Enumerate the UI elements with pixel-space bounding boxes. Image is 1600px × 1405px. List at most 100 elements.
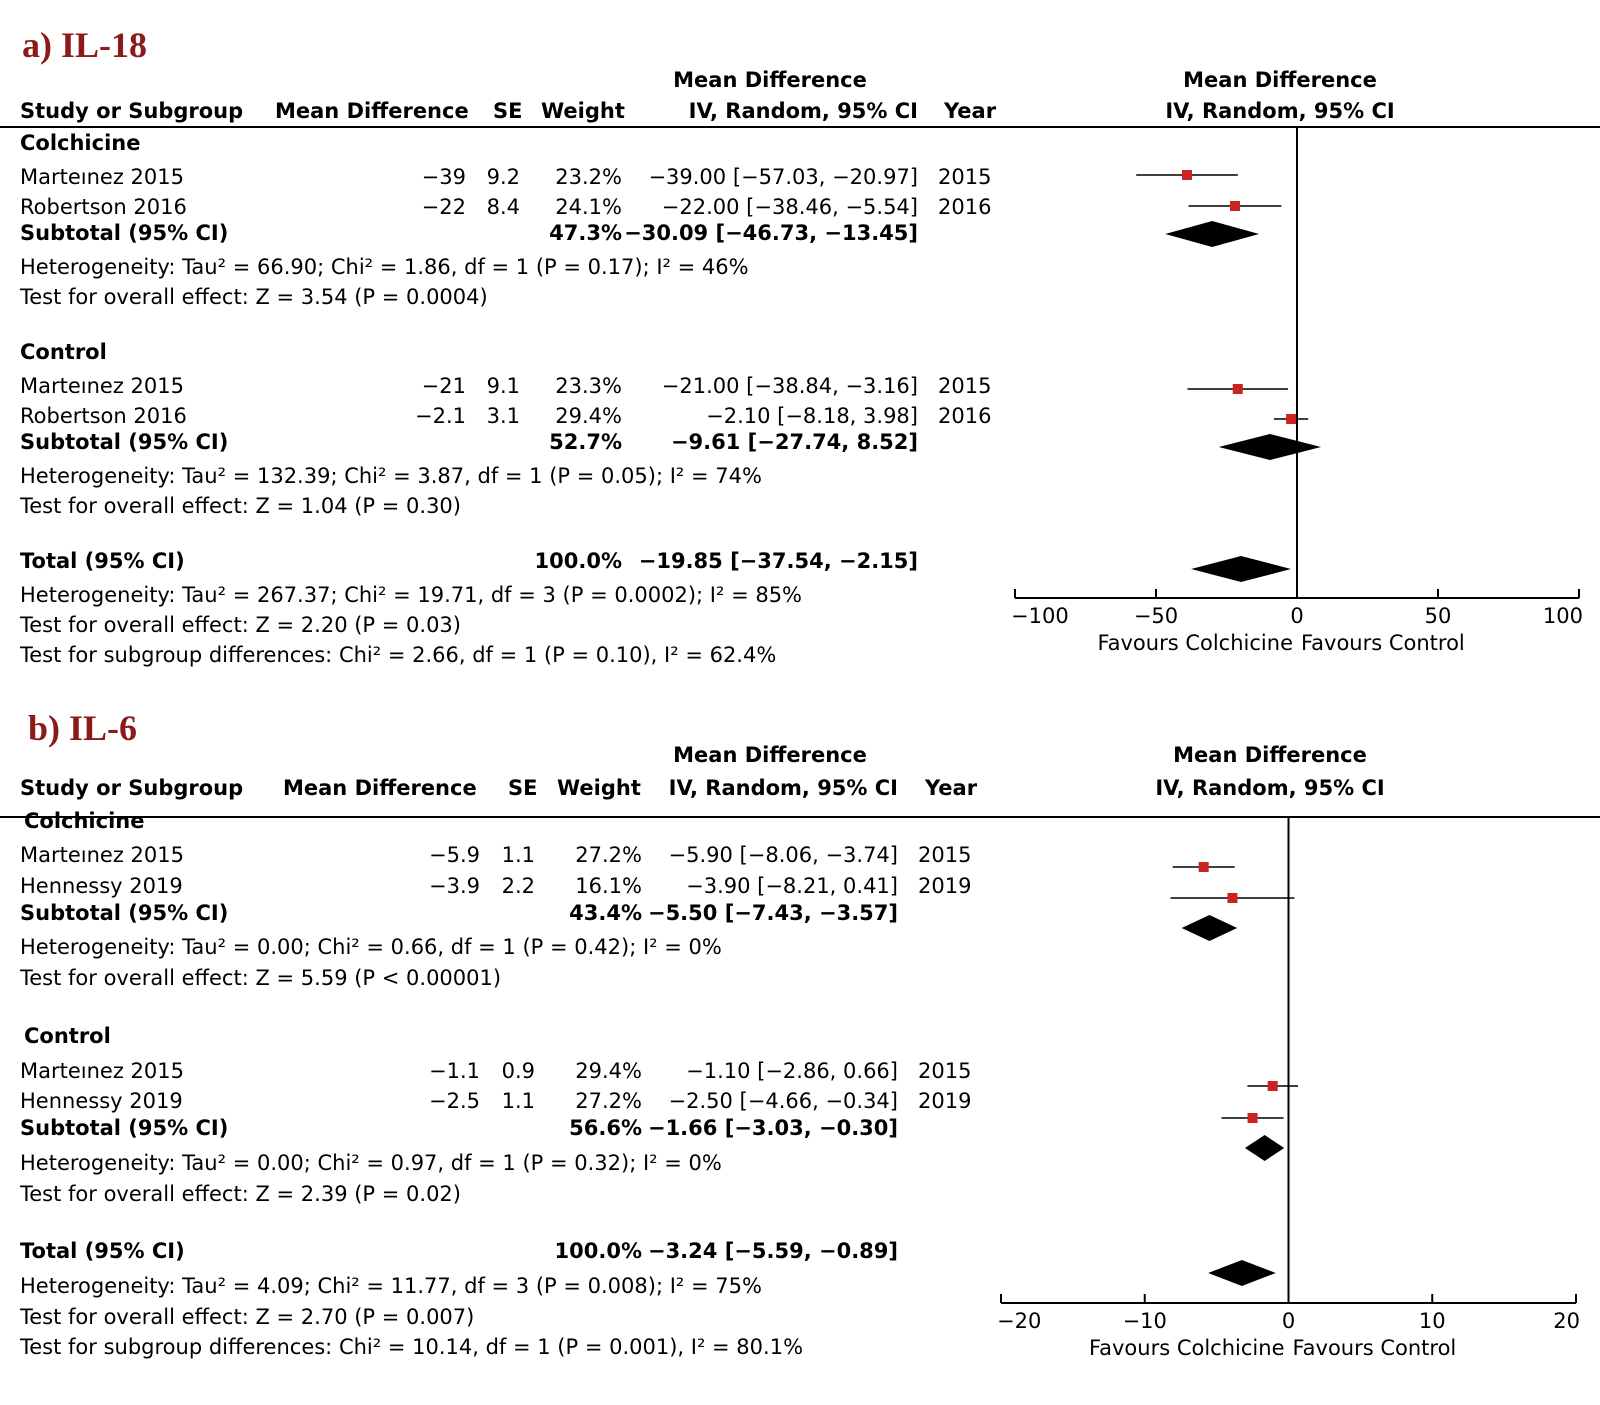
col-ci-header-top: Mean Difference	[673, 68, 867, 92]
point-estimate-marker	[1247, 1113, 1258, 1123]
subtotal-label: Subtotal (95% CI)	[20, 901, 229, 925]
study-ci: −21.00 [−38.84, −3.16]	[661, 374, 918, 398]
plot-header-top: Mean Difference	[1183, 68, 1377, 92]
col-se-header: SE	[493, 99, 523, 123]
col-md-header: Mean Difference	[275, 99, 469, 123]
study-ci: −39.00 [−57.03, −20.97]	[648, 165, 918, 189]
study-ci: −1.10 [−2.86, 0.66]	[686, 1059, 898, 1083]
x-tick-label: −50	[1134, 604, 1178, 628]
total-ci: −3.24 [−5.59, −0.89]	[647, 1239, 898, 1263]
study-name: Robertson 2016	[20, 195, 187, 219]
study-weight: 23.2%	[555, 165, 622, 189]
study-name: Marteınez 2015	[20, 1059, 184, 1083]
study-name: Robertson 2016	[20, 404, 187, 428]
study-se: 8.4	[486, 195, 520, 219]
total-label: Total (95% CI)	[20, 1239, 185, 1263]
study-se: 3.1	[486, 404, 520, 428]
total-diamond	[1191, 556, 1291, 582]
study-md: −5.9	[429, 843, 480, 867]
study-weight: 29.4%	[575, 1059, 642, 1083]
col-year-header: Year	[925, 776, 978, 800]
subtotal-diamond	[1218, 434, 1322, 460]
col-ci-header-bottom: IV, Random, 95% CI	[688, 99, 918, 123]
study-se: 0.9	[501, 1059, 535, 1083]
col-md-header: Mean Difference	[283, 776, 477, 800]
forest-plot: −100 −50 0 50 100 Favours Colchicine Favours C…	[1011, 127, 1583, 655]
study-weight: 27.2%	[575, 1089, 642, 1113]
point-estimate-marker	[1227, 893, 1238, 903]
total-overall-effect-text: Test for overall effect: Z = 2.70 (P = 0…	[20, 1305, 475, 1329]
subtotal-weight: 52.7%	[549, 430, 622, 454]
subtotal-ci: −9.61 [−27.74, 8.52]	[670, 430, 918, 454]
subtotal-ci: −1.66 [−3.03, −0.30]	[647, 1116, 898, 1140]
forest-panel-il18: a) IL-18 Mean Difference Mean Difference…	[0, 0, 1600, 690]
header-rule	[0, 816, 1600, 818]
study-weight: 16.1%	[575, 874, 642, 898]
heterogeneity-text: Heterogeneity: Tau² = 0.00; Chi² = 0.66,…	[20, 935, 722, 959]
x-tick-label: 50	[1425, 604, 1452, 628]
plot-header-bottom: IV, Random, 95% CI	[1155, 776, 1385, 800]
study-ci: −22.00 [−38.46, −5.54]	[661, 195, 918, 219]
study-se: 9.2	[486, 165, 520, 189]
x-tick-label: 20	[1553, 1309, 1580, 1333]
subtotal-ci: −30.09 [−46.73, −13.45]	[624, 221, 918, 245]
x-tick-label: 10	[1419, 1309, 1446, 1333]
overall-effect-text: Test for overall effect: Z = 5.59 (P < 0…	[20, 966, 502, 990]
subtotal-diamond	[1244, 1135, 1285, 1161]
study-ci: −2.10 [−8.18, 3.98]	[706, 404, 918, 428]
study-name: Hennessy 2019	[20, 1089, 183, 1113]
study-year: 2015	[938, 165, 992, 189]
study-year: 2019	[918, 1089, 972, 1113]
study-se: 2.2	[501, 874, 535, 898]
study-name: Marteınez 2015	[20, 374, 184, 398]
study-ci: −2.50 [−4.66, −0.34]	[668, 1089, 898, 1113]
col-ci-header-top: Mean Difference	[673, 743, 867, 767]
total-diamond	[1208, 1260, 1276, 1286]
heterogeneity-text: Heterogeneity: Tau² = 0.00; Chi² = 0.97,…	[20, 1151, 722, 1175]
point-estimate-marker	[1232, 384, 1243, 394]
subtotal-label: Subtotal (95% CI)	[20, 430, 229, 454]
subtotal-weight: 43.4%	[569, 901, 642, 925]
x-tick-label: −10	[1123, 1309, 1167, 1333]
subgroup-difference-text: Test for subgroup differences: Chi² = 2.…	[20, 643, 777, 667]
plot-header-bottom: IV, Random, 95% CI	[1165, 99, 1395, 123]
total-heterogeneity-text: Heterogeneity: Tau² = 267.37; Chi² = 19.…	[20, 583, 803, 607]
overall-effect-text: Test for overall effect: Z = 2.39 (P = 0…	[20, 1182, 461, 1206]
heterogeneity-text: Heterogeneity: Tau² = 132.39; Chi² = 3.8…	[20, 464, 762, 488]
study-se: 9.1	[486, 374, 520, 398]
study-year: 2015	[938, 374, 992, 398]
group-label: Control	[20, 340, 107, 364]
study-se: 1.1	[501, 1089, 535, 1113]
study-name: Hennessy 2019	[20, 874, 183, 898]
total-weight: 100.0%	[554, 1239, 642, 1263]
study-md: −2.5	[429, 1089, 480, 1113]
study-year: 2019	[918, 874, 972, 898]
subtotal-weight: 47.3%	[549, 221, 622, 245]
col-weight-header: Weight	[557, 776, 641, 800]
study-name: Marteınez 2015	[20, 165, 184, 189]
x-tick-label: −20	[997, 1309, 1041, 1333]
subtotal-diamond	[1165, 221, 1260, 247]
study-year: 2016	[938, 195, 992, 219]
study-md: −1.1	[429, 1059, 480, 1083]
study-md: −2.1	[415, 404, 466, 428]
study-md: −21	[421, 374, 466, 398]
favours-right-label: Favours Control	[1293, 1336, 1457, 1360]
panel-title: b) IL-6	[28, 708, 138, 748]
study-ci: −5.90 [−8.06, −3.74]	[668, 843, 898, 867]
panel-title: a) IL-18	[22, 25, 147, 65]
favours-left-label: Favours Colchicine	[1097, 631, 1293, 655]
study-weight: 24.1%	[555, 195, 622, 219]
subtotal-weight: 56.6%	[569, 1116, 642, 1140]
subtotal-label: Subtotal (95% CI)	[20, 221, 229, 245]
group-label: Colchicine	[20, 131, 141, 155]
group-label: Control	[24, 1024, 111, 1048]
total-label: Total (95% CI)	[20, 549, 185, 573]
study-se: 1.1	[501, 843, 535, 867]
study-year: 2015	[918, 843, 972, 867]
total-weight: 100.0%	[534, 549, 622, 573]
study-year: 2015	[918, 1059, 972, 1083]
study-weight: 29.4%	[555, 404, 622, 428]
